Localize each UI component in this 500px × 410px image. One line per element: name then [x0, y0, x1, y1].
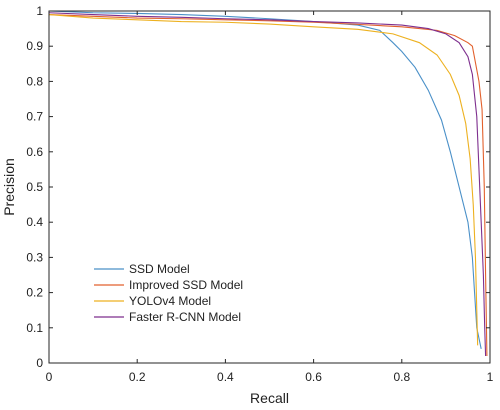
x-tick-label: 0: [46, 370, 53, 384]
series-layer: [48, 10, 488, 356]
y-tick-label: 0.7: [26, 110, 43, 124]
y-tick-label: 0.2: [26, 286, 43, 300]
series-line-2: [48, 13, 479, 346]
y-tick-label: 0.9: [26, 39, 43, 53]
x-tick-label: 0.8: [393, 370, 410, 384]
plot-frame: [48, 10, 491, 364]
x-tick-label: 0.6: [305, 370, 322, 384]
y-tick-label: 0.8: [26, 74, 43, 88]
y-tick-label: 0.1: [26, 321, 43, 335]
y-tick-label: 1: [36, 4, 43, 18]
y-tick-label: 0.5: [26, 180, 43, 194]
legend-label-3: Faster R-CNN Model: [129, 310, 241, 324]
x-tick-label: 1: [487, 370, 494, 384]
y-tick-label: 0.6: [26, 145, 43, 159]
legend-label-2: YOLOv4 Model: [129, 294, 211, 308]
x-axis-label: Recall: [250, 390, 289, 406]
x-tick-label: 0.4: [217, 370, 234, 384]
legend-label-1: Improved SSD Model: [129, 278, 243, 292]
axes-layer: 0 0.2 0.4 0.6 0.8 1 0 0.1 0.2 0.3 0.4 0.5 0.6 0.7 0.8 0…: [26, 4, 493, 384]
y-axis-label: Precision: [1, 158, 17, 216]
legend: SSD Model Improved SSD Model YOLOv4 Model F…: [94, 262, 243, 324]
series-line-0: [48, 10, 482, 350]
y-tick-label: 0.4: [26, 215, 43, 229]
y-tick-label: 0.3: [26, 250, 43, 264]
y-tick-label: 0: [36, 356, 43, 370]
legend-label-0: SSD Model: [129, 262, 190, 276]
series-line-3: [48, 12, 487, 356]
series-line-1: [48, 13, 488, 356]
x-tick-label: 0.2: [129, 370, 146, 384]
